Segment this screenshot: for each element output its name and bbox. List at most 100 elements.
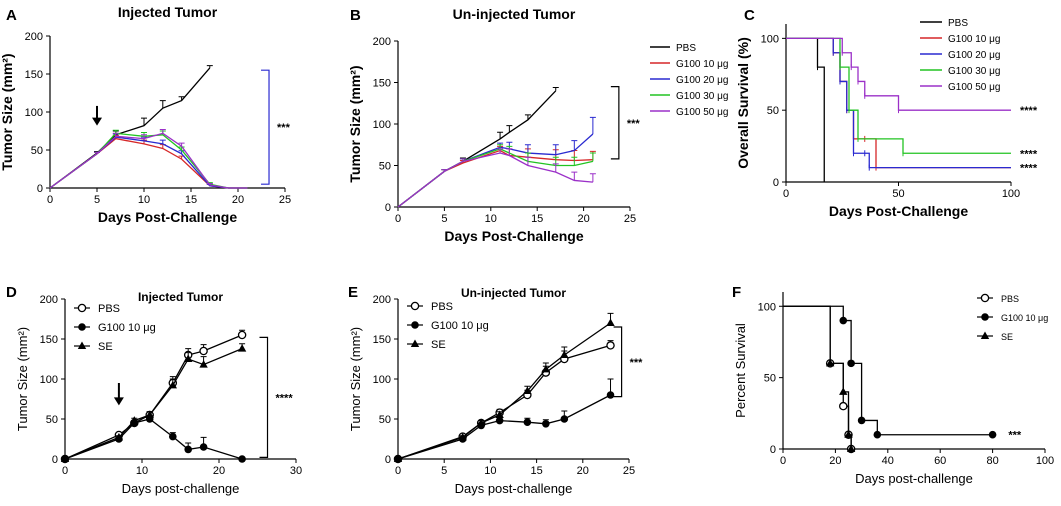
series-g100-10-g (61, 415, 246, 463)
legend-item (74, 323, 90, 331)
x-tick-label: 0 (780, 455, 786, 467)
error-bar (159, 139, 166, 144)
y-tick-label: 0 (385, 202, 391, 214)
panel-letter: D (6, 284, 17, 301)
x-tick-label: 20 (577, 465, 589, 477)
data-point-filled-circle (839, 316, 848, 325)
chart-title: Injected Tumor (138, 290, 223, 304)
error-bar (524, 144, 531, 154)
x-tick-label: 20 (232, 194, 244, 206)
data-point-filled-circle (542, 420, 550, 428)
error-bar (206, 65, 213, 68)
data-point-triangle (168, 380, 177, 389)
data-point-filled-circle (523, 418, 532, 427)
series-line (397, 152, 593, 208)
series-line (397, 344, 611, 460)
y-tick-label: 100 (758, 301, 776, 313)
series-line (783, 305, 993, 436)
data-point-filled-circle (873, 430, 882, 439)
x-axis-label: Days Post-Challenge (444, 228, 583, 244)
significance-stars: **** (1020, 105, 1038, 117)
legend-label: G100 10 μg (948, 34, 1000, 45)
panel-letter: E (348, 284, 358, 301)
series-line (783, 305, 852, 449)
data-point-triangle (560, 350, 569, 358)
y-tick-label: 50 (379, 161, 391, 173)
error-bar (524, 156, 531, 166)
x-tick-label: 80 (986, 455, 998, 467)
x-tick-label: 10 (138, 194, 150, 206)
y-tick-label: 100 (25, 107, 43, 119)
x-tick-label: 30 (290, 465, 302, 477)
x-axis-label: Days Post-Challenge (829, 203, 968, 219)
legend-item (407, 321, 423, 329)
legend-label: G100 30 μg (948, 66, 1000, 77)
y-tick-label: 200 (373, 36, 391, 48)
error-bar (112, 129, 119, 134)
x-tick-label: 0 (62, 465, 68, 477)
y-tick-label: 50 (46, 414, 58, 426)
data-point-filled-circle (988, 430, 997, 439)
series-pbs (783, 305, 856, 454)
x-tick-label: 50 (892, 188, 904, 200)
data-point-filled-circle (184, 445, 192, 454)
x-tick-label: 10 (484, 465, 496, 477)
injection-arrow-head (92, 117, 102, 126)
data-point-open-circle (410, 301, 420, 311)
error-bar (552, 163, 559, 173)
chart-title: Injected Tumor (118, 4, 218, 20)
error-bar (178, 142, 185, 147)
data-point-triangle (523, 386, 532, 394)
significance-stars: *** (277, 122, 291, 134)
series-line (64, 334, 243, 460)
x-axis-label: Days post-challenge (455, 481, 573, 496)
error-bar (159, 100, 166, 109)
significance-stars: *** (630, 357, 644, 369)
data-point-triangle (199, 360, 208, 368)
y-axis-label: Tumor Size (mm²) (0, 53, 15, 170)
data-point-filled-circle (169, 432, 177, 441)
y-tick-label: 100 (40, 374, 58, 386)
series-line (786, 37, 1011, 154)
legend-label: SE (431, 339, 446, 351)
error-bar (506, 148, 513, 156)
y-tick-label: 100 (373, 119, 391, 131)
x-tick-label: 20 (577, 213, 589, 225)
error-bar (589, 173, 596, 183)
significance-stars: **** (1020, 148, 1038, 160)
significance-bracket (261, 69, 270, 185)
data-point-open-circle (839, 401, 848, 411)
y-tick-label: 200 (25, 31, 43, 43)
error-bar (571, 140, 578, 151)
data-point-triangle (77, 341, 87, 349)
legend-label: G100 20 μg (948, 50, 1000, 61)
data-point-filled-circle (560, 415, 569, 423)
error-bar (497, 148, 504, 154)
data-point-filled-circle (857, 416, 866, 425)
data-point-triangle (184, 354, 193, 362)
x-tick-label: 5 (94, 194, 100, 206)
y-tick-label: 0 (770, 444, 776, 456)
data-point-open-circle (199, 346, 208, 356)
data-point-triangle (825, 358, 835, 367)
legend-item (977, 293, 993, 303)
error-bar (94, 151, 100, 154)
legend-label: PBS (948, 18, 968, 29)
data-point-triangle (458, 432, 467, 441)
series-line (397, 133, 594, 208)
legend-label: G100 10 μg (98, 322, 156, 334)
error-bar (497, 131, 504, 139)
series-line (397, 322, 611, 460)
legend-label: G100 50 μg (676, 107, 728, 118)
data-point-triangle (846, 444, 856, 452)
series-line (64, 418, 243, 460)
significance-bracket (610, 86, 620, 160)
error-bar (159, 128, 166, 134)
significance-bracket (259, 336, 269, 458)
data-point-filled-circle (78, 323, 86, 331)
error-bar (141, 134, 147, 139)
series-g100-10-g (49, 135, 248, 189)
y-tick-label: 0 (385, 454, 391, 466)
y-axis-label: Percent Survival (733, 323, 748, 418)
